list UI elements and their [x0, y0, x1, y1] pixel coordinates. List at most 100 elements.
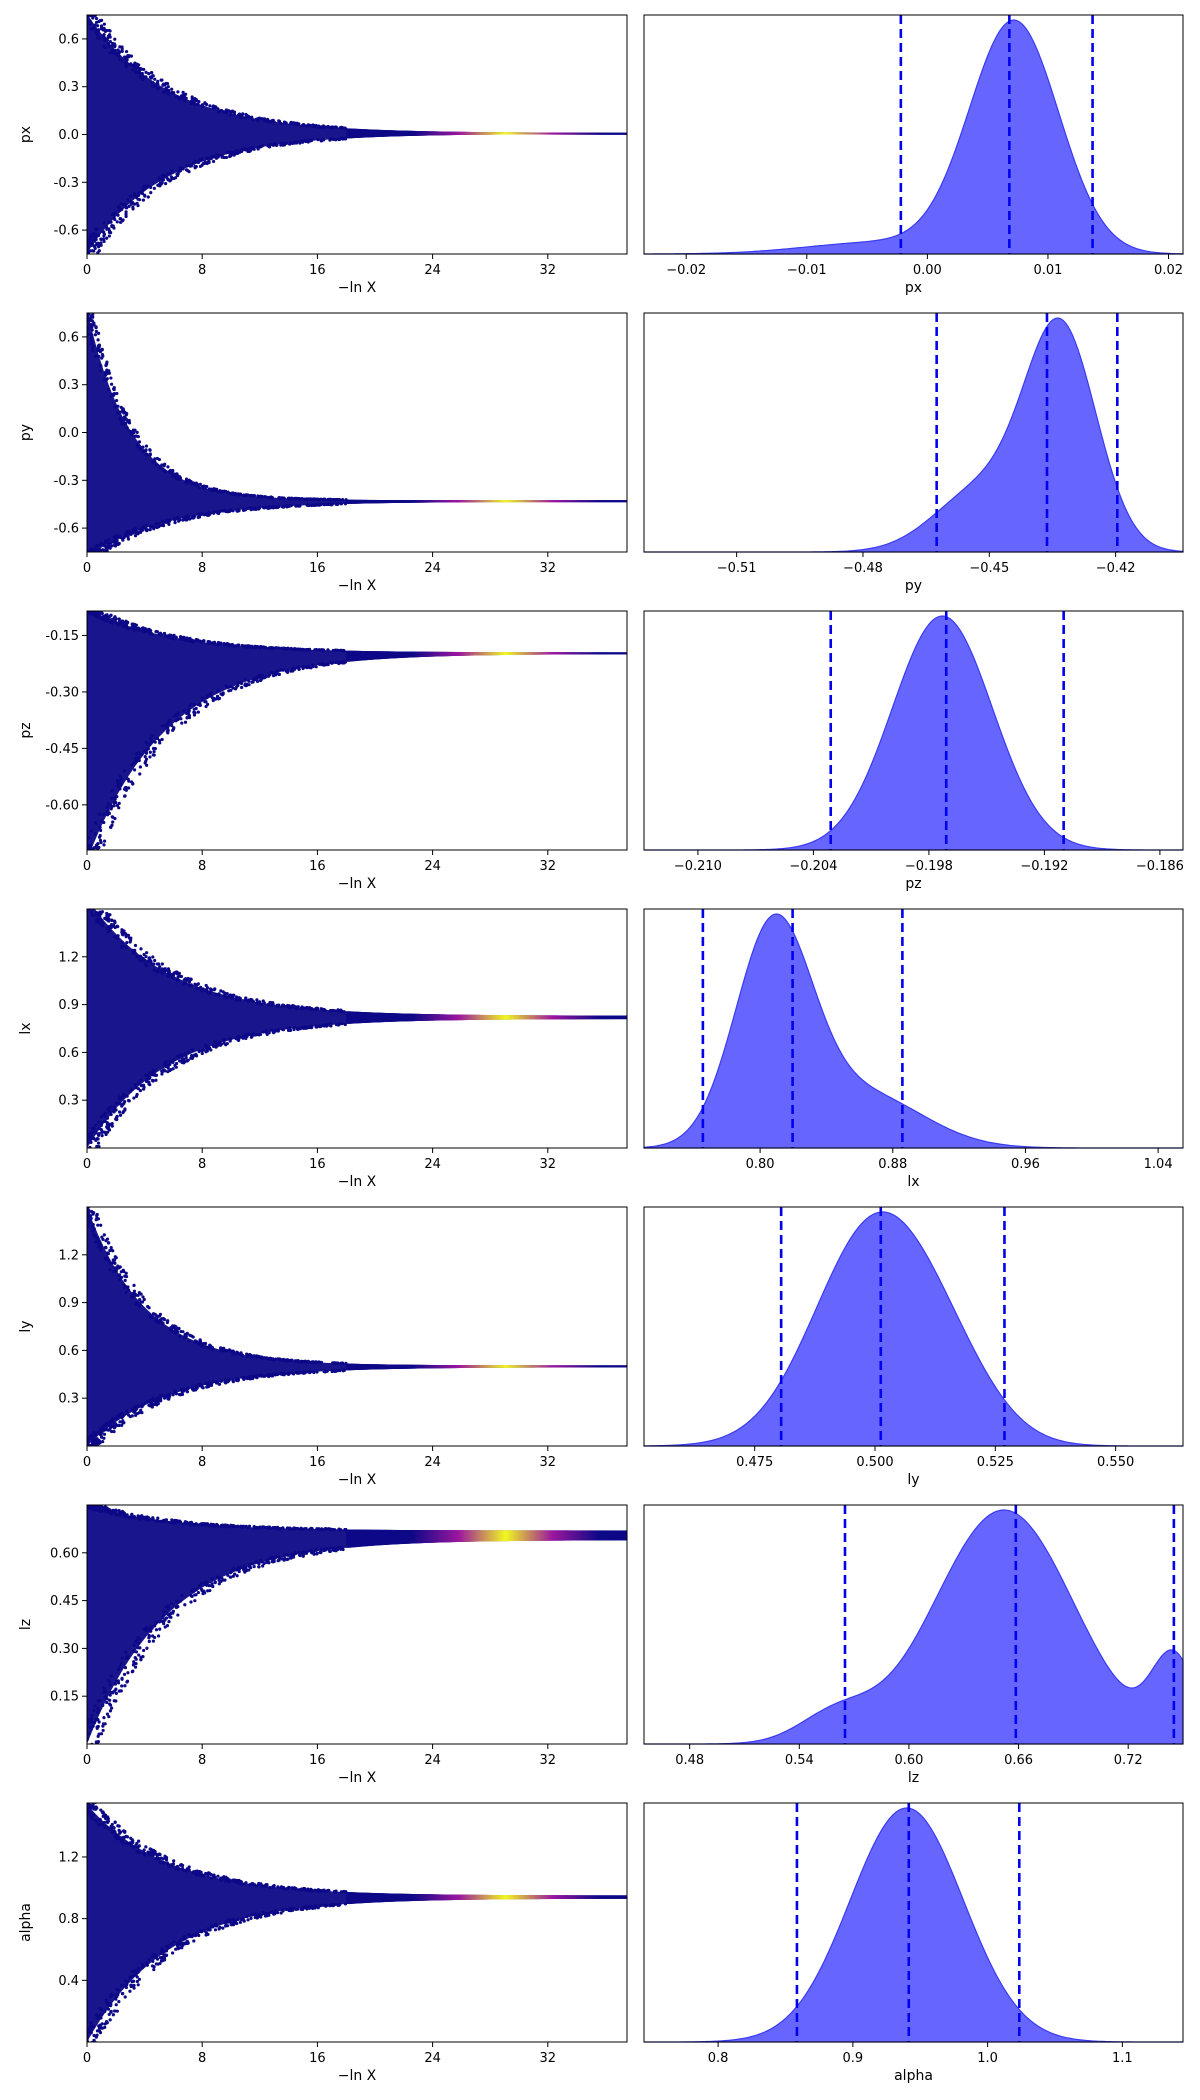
trace-point	[222, 1041, 226, 1045]
trace-point	[96, 1141, 101, 1145]
trace-point	[114, 534, 119, 538]
trace-point	[120, 940, 124, 944]
trace-point	[113, 796, 117, 800]
trace-point	[166, 178, 170, 182]
trace-point	[297, 1360, 301, 1364]
trace-point	[148, 750, 152, 754]
trace-point	[107, 28, 111, 33]
trace-point	[131, 68, 135, 72]
trace-point	[133, 625, 137, 630]
trace-point	[340, 1361, 344, 1365]
trace-point	[97, 1240, 102, 1244]
trace-point	[189, 702, 193, 706]
trace-point	[106, 1251, 111, 1256]
trace-point	[132, 1096, 136, 1100]
trace-point	[92, 239, 97, 243]
trace-point	[172, 1390, 177, 1394]
trace-point	[292, 646, 297, 651]
y-tick-label: -0.30	[45, 685, 79, 700]
trace-point	[158, 1393, 162, 1397]
trace-point	[228, 491, 232, 496]
trace-point	[103, 1119, 107, 1123]
trace-point	[214, 993, 218, 997]
trace-point	[102, 1233, 106, 1237]
trace-point	[124, 214, 128, 219]
trace-point	[140, 956, 144, 960]
trace-point	[105, 918, 109, 922]
trace-point	[144, 751, 149, 755]
trace-point	[191, 161, 195, 165]
trace-point	[123, 1107, 127, 1111]
trace-point	[144, 757, 149, 761]
trace-point	[117, 806, 121, 810]
trace-point	[98, 838, 103, 843]
trace-point	[89, 243, 93, 248]
trace-point	[222, 489, 226, 493]
trace-point	[102, 234, 106, 238]
trace-point	[268, 1357, 272, 1361]
trace-point	[146, 747, 150, 751]
trace-point	[129, 62, 133, 66]
trace-point	[117, 801, 121, 806]
trace-point	[108, 1248, 112, 1253]
trace-point	[124, 210, 128, 214]
trace-point	[125, 206, 129, 210]
trace-point	[331, 648, 335, 653]
trace-point	[240, 1353, 245, 1357]
trace-point	[330, 125, 334, 129]
trace-point	[96, 29, 100, 33]
trace-point	[148, 528, 152, 532]
trace-point	[158, 741, 162, 745]
trace-point	[113, 37, 117, 41]
trace-point	[211, 159, 216, 164]
trace-point	[186, 711, 191, 715]
trace-point	[160, 724, 164, 728]
trace-point	[257, 116, 262, 120]
trace-point	[177, 979, 181, 983]
trace-point	[216, 689, 220, 693]
trace-point	[120, 1415, 124, 1420]
trace-point	[207, 1584, 211, 1588]
trace-point	[124, 65, 128, 69]
x-axis-label: px	[905, 280, 922, 296]
trace-point	[96, 251, 100, 254]
trace-point	[102, 843, 106, 847]
trace-point	[231, 1378, 235, 1382]
trace-point	[329, 137, 333, 141]
trace-point	[340, 660, 344, 664]
trace-point	[103, 1428, 107, 1432]
trace-point	[99, 819, 103, 823]
trace-point	[154, 1400, 158, 1404]
trace-point	[138, 765, 143, 769]
trace-point	[234, 995, 239, 999]
trace-point	[98, 348, 102, 352]
x-axis-label: pz	[905, 876, 921, 892]
trace-point	[126, 1288, 131, 1292]
trace-point	[96, 1245, 101, 1249]
trace-point	[121, 1268, 125, 1272]
trace-point	[132, 1649, 136, 1654]
trace-point	[264, 1029, 268, 1033]
x-tick-label: 16	[309, 1455, 326, 1470]
trace-point	[206, 156, 210, 160]
trace-point	[262, 1001, 266, 1005]
trace-point	[127, 421, 132, 425]
trace-point	[145, 528, 149, 533]
trace-point	[148, 448, 152, 452]
y-tick-label: 0.9	[58, 998, 79, 1013]
trace-point	[252, 1526, 256, 1530]
trace-point	[99, 828, 103, 833]
x-tick-label: 0.500	[856, 1455, 893, 1470]
y-axis-label: py	[18, 424, 34, 441]
trace-point	[222, 110, 226, 114]
trace-point	[127, 529, 131, 533]
x-tick-label: −0.204	[789, 859, 837, 874]
trace-point	[96, 338, 100, 342]
trace-point	[121, 624, 126, 629]
trace-point	[255, 998, 259, 1002]
trace-point	[192, 702, 196, 707]
trace-point	[112, 50, 116, 54]
x-tick-label: 0.80	[746, 1157, 775, 1172]
y-tick-label: 0.3	[58, 1094, 79, 1109]
